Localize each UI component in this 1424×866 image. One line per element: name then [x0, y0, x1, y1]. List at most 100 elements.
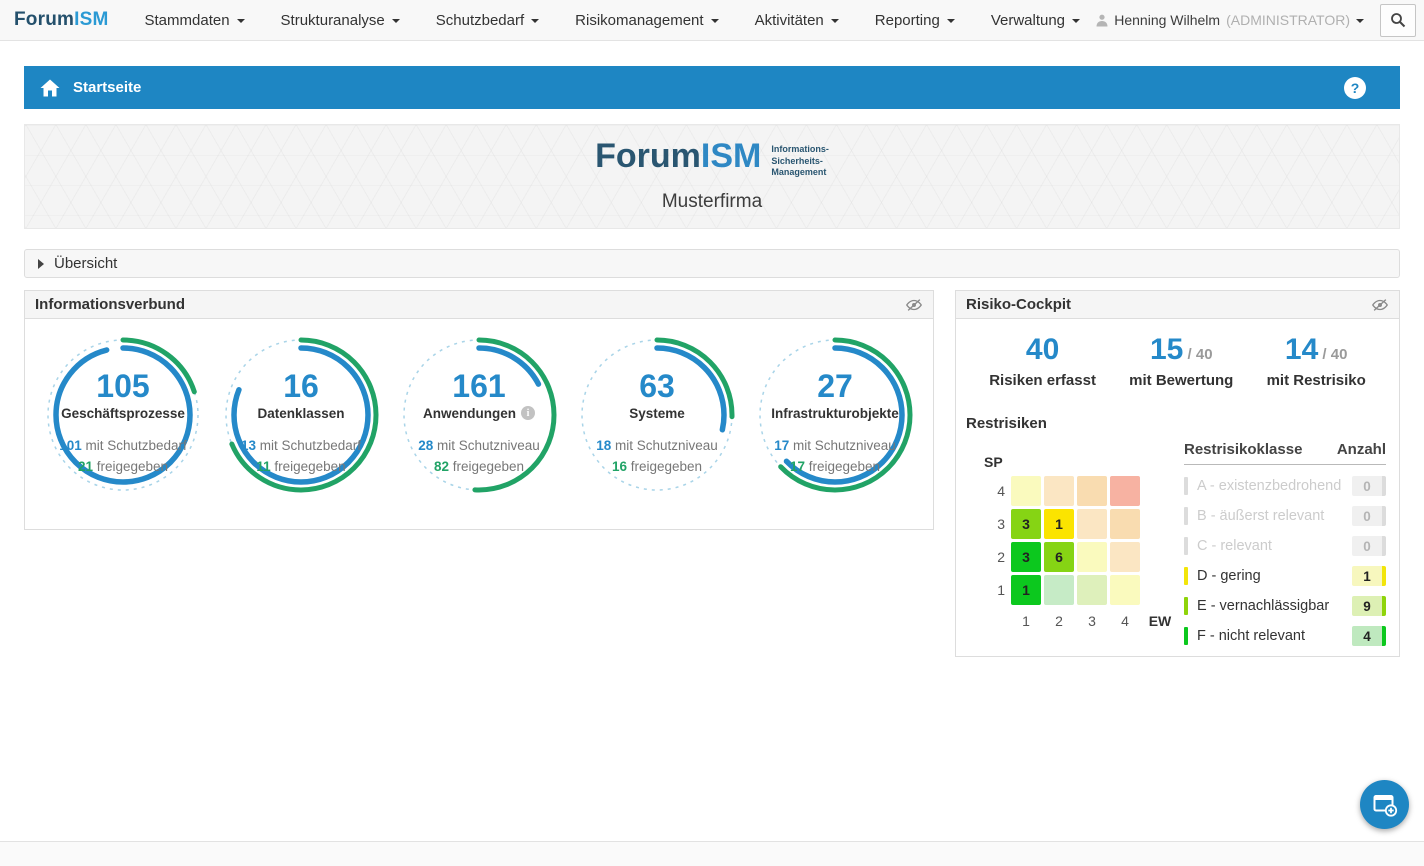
- brand-part2: ISM: [700, 137, 762, 175]
- nav-item-label: Risikomanagement: [575, 11, 704, 29]
- row-label: A - existenzbedrohend: [1197, 478, 1342, 494]
- row-count-badge: 0: [1352, 506, 1386, 526]
- gauge-total: 63: [639, 367, 675, 404]
- nav-item-strukturanalyse[interactable]: Strukturanalyse: [281, 12, 400, 29]
- matrix-row-label: 4: [997, 483, 1005, 499]
- table-row-a[interactable]: A - existenzbedrohend 0: [1184, 471, 1386, 501]
- row-color-bar: [1184, 537, 1188, 555]
- restrisikoklasse-table-body: A - existenzbedrohend 0 B - äußerst releva…: [1184, 471, 1386, 651]
- gauge-line1-value: 13: [240, 437, 256, 453]
- info-icon[interactable]: i: [521, 406, 535, 421]
- nav-item-label: Strukturanalyse: [280, 11, 385, 29]
- stat-value: 40: [1025, 333, 1060, 366]
- matrix-cell-sp1-ew2[interactable]: [1044, 575, 1074, 605]
- gauge-line2-value: 11: [256, 458, 271, 474]
- nav-item-aktivit-ten[interactable]: Aktivitäten: [755, 12, 839, 29]
- table-row-f[interactable]: F - nicht relevant 4: [1184, 621, 1386, 651]
- table-row-c[interactable]: C - relevant 0: [1184, 531, 1386, 561]
- gauge-arc-schutz: [765, 345, 905, 485]
- matrix-cell-sp3-ew4[interactable]: [1110, 509, 1140, 539]
- gauges-row: 105 Geschäftsprozesse 101 mit Schutzbedarf…: [25, 319, 933, 516]
- nav-item-schutzbedarf[interactable]: Schutzbedarf: [435, 11, 540, 29]
- person-icon: [1096, 14, 1108, 27]
- gauge-name-label: Datenklassen: [257, 405, 345, 421]
- gauge-name-label: Geschäftsprozesse: [61, 405, 185, 421]
- app-logo-part2: ISM: [74, 9, 109, 30]
- matrix-cell-sp1-ew4[interactable]: [1110, 575, 1140, 605]
- gauge-total: 27: [817, 367, 853, 404]
- page-title: Startseite: [73, 79, 142, 96]
- matrix-cell-sp2-ew3[interactable]: [1077, 542, 1107, 572]
- user-name: Henning Wilhelm: [1114, 12, 1221, 28]
- gauge-line2: 82 freigegeben: [433, 458, 525, 474]
- risiko-cockpit-panel: Risiko-Cockpit 40 Risiken erfasst 15 / 40 m…: [955, 290, 1400, 657]
- uebersicht-accordion[interactable]: Übersicht: [24, 249, 1400, 278]
- help-button[interactable]: ?: [1344, 76, 1366, 99]
- uebersicht-label: Übersicht: [54, 255, 118, 272]
- eye-slash-icon[interactable]: [1371, 298, 1389, 312]
- nav-item-risikomanagement[interactable]: Risikomanagement: [575, 11, 719, 29]
- row-count-badge: 1: [1352, 566, 1386, 586]
- brand-wordmark: ForumISM: [595, 139, 761, 173]
- chevron-right-icon: [38, 258, 44, 269]
- gauge-total: 16: [283, 367, 319, 404]
- gauge-arc-freigegeben: [223, 337, 379, 493]
- gauge-text: 16 Datenklassen 13 mit Schutzbedarf 11 frei…: [215, 370, 387, 478]
- gauge-gesch-ftsprozesse[interactable]: 105 Geschäftsprozesse 101 mit Schutzbedarf…: [35, 331, 211, 516]
- matrix-cell-sp3-ew3[interactable]: [1077, 509, 1107, 539]
- gauge-arc-schutz: [409, 345, 549, 485]
- add-entry-fab[interactable]: [1360, 780, 1409, 829]
- matrix-ew-label: EW: [1148, 613, 1172, 629]
- matrix-cell-sp3-ew2[interactable]: 1: [1044, 509, 1074, 539]
- gauge-line2-value: 21: [77, 458, 93, 474]
- matrix-row-label: 1: [997, 582, 1005, 598]
- matrix-cell-sp4-ew2[interactable]: [1044, 476, 1074, 506]
- nav-item-reporting[interactable]: Reporting: [875, 12, 955, 29]
- gauge-name: Infrastrukturobjekte: [749, 406, 921, 421]
- matrix-cell-sp2-ew2[interactable]: 6: [1044, 542, 1074, 572]
- gauge-arc-freigegeben: [579, 337, 735, 493]
- nav-item-verwaltung[interactable]: Verwaltung: [991, 12, 1081, 29]
- user-role: (ADMINISTRATOR): [1226, 12, 1350, 28]
- nav-item-label: Schutzbedarf: [435, 11, 525, 29]
- row-label: E - vernachlässigbar: [1197, 598, 1330, 614]
- gauge-infrastrukturobjekte[interactable]: 27 Infrastrukturobjekte 17 mit Schutznivea…: [747, 331, 923, 516]
- eye-slash-icon[interactable]: [905, 298, 923, 312]
- stat-suffix: / 40: [1318, 346, 1348, 363]
- matrix-col-label: 3: [1088, 613, 1096, 629]
- matrix-cell-sp1-ew3[interactable]: [1077, 575, 1107, 605]
- gauge-line2: 17 freigegeben: [789, 458, 881, 474]
- matrix-cell-sp4-ew3[interactable]: [1077, 476, 1107, 506]
- gauge-arc-schutz: [587, 345, 727, 485]
- risk-matrix: SP 4 3 3 1 2 3 6 1 1 1 2 3 4 EW: [984, 451, 1177, 634]
- matrix-cell-sp1-ew1[interactable]: 1: [1011, 575, 1041, 605]
- gauge-text: 105 Geschäftsprozesse 101 mit Schutzbedarf…: [37, 370, 209, 478]
- matrix-cell-sp4-ew1[interactable]: [1011, 476, 1041, 506]
- gauge-line2: 16 freigegeben: [611, 458, 703, 474]
- gauge-datenklassen[interactable]: 16 Datenklassen 13 mit Schutzbedarf 11 frei…: [213, 331, 389, 516]
- home-icon[interactable]: [40, 79, 60, 97]
- table-row-e[interactable]: E - vernachlässigbar 9: [1184, 591, 1386, 621]
- gauge-name-label: Infrastrukturobjekte: [771, 405, 899, 421]
- matrix-cell-sp2-ew1[interactable]: 3: [1011, 542, 1041, 572]
- matrix-col-label: 4: [1121, 613, 1129, 629]
- nav-item-stammdaten[interactable]: Stammdaten: [145, 12, 245, 29]
- stat-value-row: 15 / 40: [1129, 335, 1233, 365]
- row-label: D - gering: [1197, 568, 1261, 584]
- row-label: C - relevant: [1197, 538, 1272, 554]
- top-nav: ForumISM Stammdaten Strukturanalyse Schutz…: [0, 0, 1424, 41]
- app-logo[interactable]: ForumISM: [14, 9, 109, 31]
- row-label: F - nicht relevant: [1197, 628, 1305, 644]
- table-row-d[interactable]: D - gering 1: [1184, 561, 1386, 591]
- restrisikoklasse-table-header: Restrisikoklasse Anzahl: [1184, 441, 1386, 465]
- search-button[interactable]: [1380, 3, 1416, 37]
- brand-lockup: ForumISM Informations- Sicherheits- Mana…: [25, 139, 1399, 179]
- matrix-cell-sp4-ew4[interactable]: [1110, 476, 1140, 506]
- user-menu[interactable]: Henning Wilhelm (ADMINISTRATOR): [1096, 12, 1364, 28]
- nav-right: Henning Wilhelm (ADMINISTRATOR): [1096, 3, 1416, 37]
- matrix-cell-sp2-ew4[interactable]: [1110, 542, 1140, 572]
- gauge-systeme[interactable]: 63 Systeme 18 mit Schutzniveau 16 freigegeb…: [569, 331, 745, 516]
- table-row-b[interactable]: B - äußerst relevant 0: [1184, 501, 1386, 531]
- gauge-anwendungen[interactable]: 161 Anwendungen i 28 mit Schutzniveau 82 fre…: [391, 331, 567, 516]
- matrix-cell-sp3-ew1[interactable]: 3: [1011, 509, 1041, 539]
